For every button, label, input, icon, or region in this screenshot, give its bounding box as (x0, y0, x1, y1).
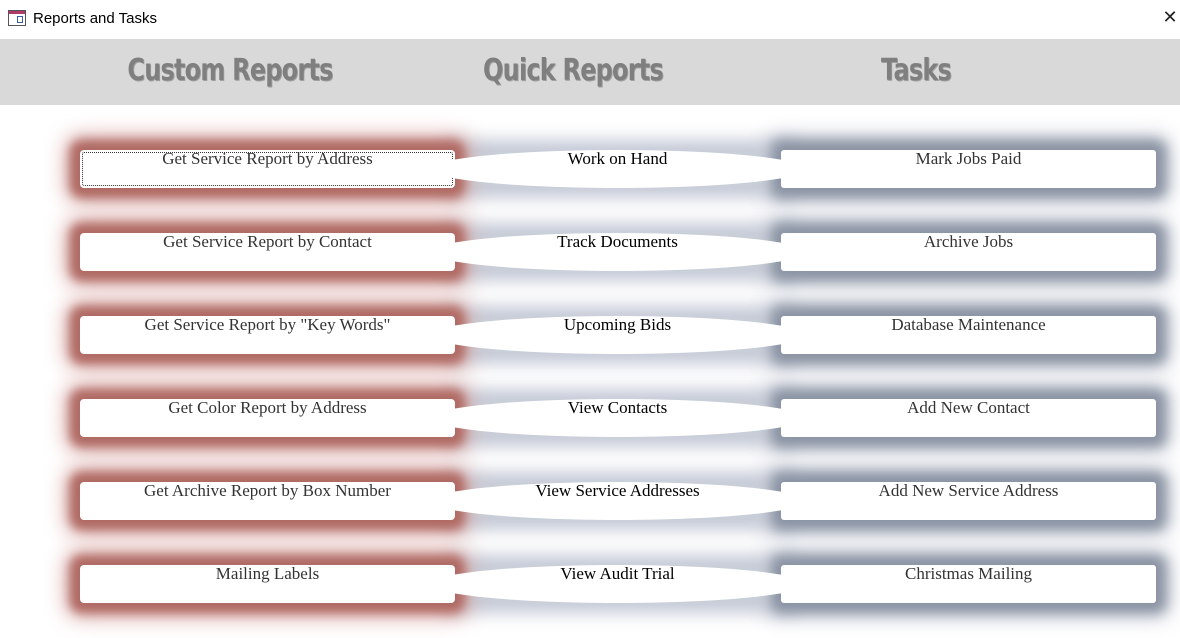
quick-report-button-label: View Contacts (567, 398, 668, 417)
task-button[interactable]: Mark Jobs Paid (781, 149, 1156, 188)
custom-report-button-label: Get Service Report by Address (162, 149, 373, 168)
custom-report-button[interactable]: Get Color Report by Address (80, 398, 455, 437)
quick-report-button-label: View Service Addresses (535, 481, 700, 500)
quick-reports-heading: Quick Reports (483, 53, 664, 88)
quick-report-button[interactable]: View Audit Trial (430, 564, 805, 603)
custom-report-button-label: Get Service Report by "Key Words" (144, 315, 391, 334)
close-icon[interactable]: ✕ (1162, 7, 1178, 28)
task-button-label: Mark Jobs Paid (915, 149, 1022, 168)
task-button[interactable]: Database Maintenance (781, 315, 1156, 354)
custom-report-button[interactable]: Get Service Report by Address (80, 149, 455, 188)
quick-report-button-label: Upcoming Bids (563, 315, 672, 334)
title-bar: Reports and Tasks ✕ (0, 0, 1180, 39)
quick-report-button[interactable]: Work on Hand (430, 149, 805, 188)
custom-report-button[interactable]: Mailing Labels (80, 564, 455, 603)
custom-report-button-label: Mailing Labels (215, 564, 320, 583)
custom-report-button[interactable]: Get Service Report by "Key Words" (80, 315, 455, 354)
task-button-label: Christmas Mailing (904, 564, 1033, 583)
task-button[interactable]: Add New Service Address (781, 481, 1156, 520)
form-icon (8, 10, 26, 26)
quick-report-button[interactable]: Track Documents (430, 232, 805, 271)
custom-report-button-label: Get Archive Report by Box Number (144, 481, 391, 500)
task-button-label: Database Maintenance (891, 315, 1046, 334)
task-button[interactable]: Add New Contact (781, 398, 1156, 437)
quick-report-button-label: Track Documents (557, 232, 678, 251)
custom-report-button[interactable]: Get Archive Report by Box Number (80, 481, 455, 520)
quick-report-button[interactable]: View Contacts (430, 398, 805, 437)
quick-report-button-label: View Audit Trial (560, 564, 675, 583)
quick-report-button[interactable]: View Service Addresses (430, 481, 805, 520)
custom-report-button[interactable]: Get Service Report by Contact (80, 232, 455, 271)
quick-report-button[interactable]: Upcoming Bids (430, 315, 805, 354)
task-button[interactable]: Christmas Mailing (781, 564, 1156, 603)
header-bar: Custom Reports Quick Reports Tasks (0, 39, 1180, 105)
custom-reports-heading: Custom Reports (127, 53, 333, 88)
task-button-label: Add New Contact (907, 398, 1030, 417)
task-button[interactable]: Archive Jobs (781, 232, 1156, 271)
custom-report-button-label: Get Service Report by Contact (163, 232, 372, 251)
task-button-label: Archive Jobs (923, 232, 1014, 251)
quick-report-button-label: Work on Hand (567, 149, 668, 168)
window-title: Reports and Tasks (33, 10, 157, 27)
tasks-heading: Tasks (880, 53, 952, 88)
custom-report-button-label: Get Color Report by Address (168, 398, 367, 417)
task-button-label: Add New Service Address (878, 481, 1059, 500)
